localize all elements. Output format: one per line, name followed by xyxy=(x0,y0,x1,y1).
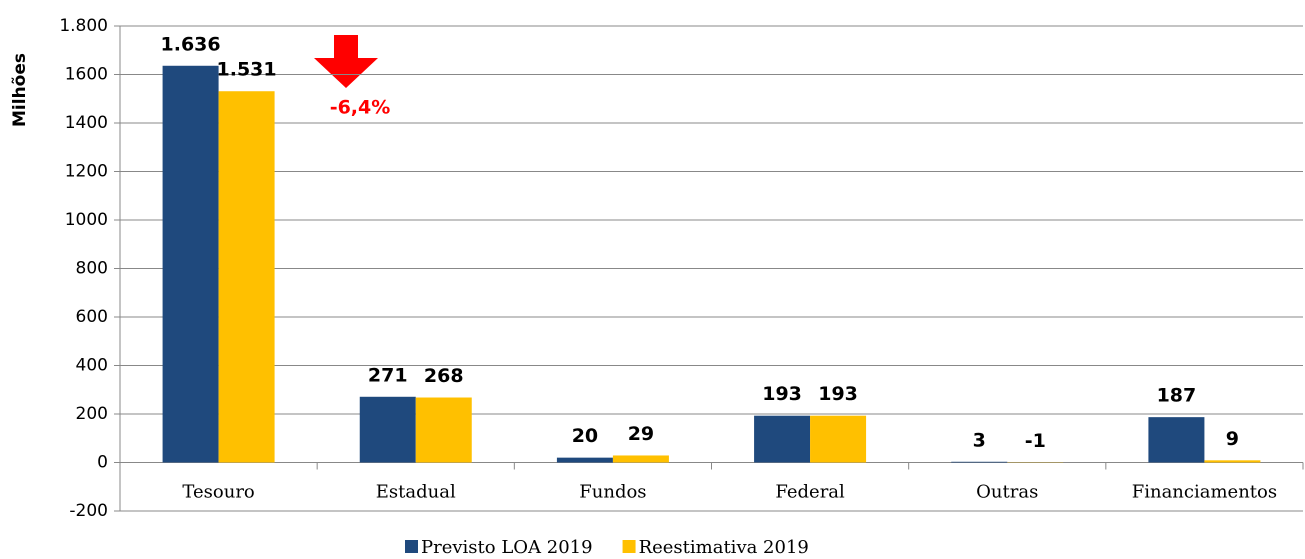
bar xyxy=(612,455,669,463)
x-tick-label: Fundos xyxy=(579,482,646,503)
data-label: 1.531 xyxy=(217,59,277,81)
y-tick-label: 1600 xyxy=(65,65,108,85)
data-label: -1 xyxy=(1025,430,1046,452)
data-label: 268 xyxy=(424,365,464,387)
x-tick-label: Tesouro xyxy=(182,482,254,503)
y-tick-label: 800 xyxy=(76,259,108,279)
bar xyxy=(415,397,472,463)
y-tick-label: 200 xyxy=(76,404,108,424)
data-label: 193 xyxy=(762,383,802,405)
x-tick-label: Federal xyxy=(775,482,845,503)
bar xyxy=(218,91,275,463)
y-tick-label: -200 xyxy=(69,501,108,521)
bar xyxy=(754,415,811,463)
data-label: 271 xyxy=(368,364,408,386)
data-label: 193 xyxy=(818,383,858,405)
y-tick-label: 1.800 xyxy=(59,16,108,36)
data-label: 9 xyxy=(1226,428,1239,450)
bar xyxy=(556,457,613,463)
bar xyxy=(1148,417,1205,463)
data-label: 29 xyxy=(628,423,654,445)
data-label: 3 xyxy=(973,429,986,451)
y-tick-label: 600 xyxy=(76,307,108,327)
bar xyxy=(951,461,1008,463)
bar xyxy=(1204,460,1261,463)
legend-swatch xyxy=(622,540,636,553)
y-tick-label: 1200 xyxy=(65,162,108,182)
legend-swatch xyxy=(405,540,418,553)
legend-label: Previsto LOA 2019 xyxy=(421,537,593,558)
y-tick-label: 400 xyxy=(76,356,108,376)
arrow xyxy=(314,35,378,88)
y-tick-label: 1000 xyxy=(65,210,108,230)
data-label: 20 xyxy=(572,425,598,447)
legend-label: Reestimativa 2019 xyxy=(639,537,809,558)
data-label: 1.636 xyxy=(161,33,221,55)
x-tick-label: Estadual xyxy=(376,482,456,503)
data-label: 187 xyxy=(1157,385,1197,407)
bar xyxy=(810,415,867,463)
bar xyxy=(162,65,219,463)
y-axis-title: Milhões xyxy=(10,53,30,127)
x-tick-label: Outras xyxy=(976,482,1038,503)
bar xyxy=(359,396,416,463)
y-tick-label: 0 xyxy=(97,453,108,473)
annotation: -6,4% xyxy=(330,97,391,119)
x-tick-label: Financiamentos xyxy=(1132,482,1277,503)
y-tick-label: 1400 xyxy=(65,113,108,133)
